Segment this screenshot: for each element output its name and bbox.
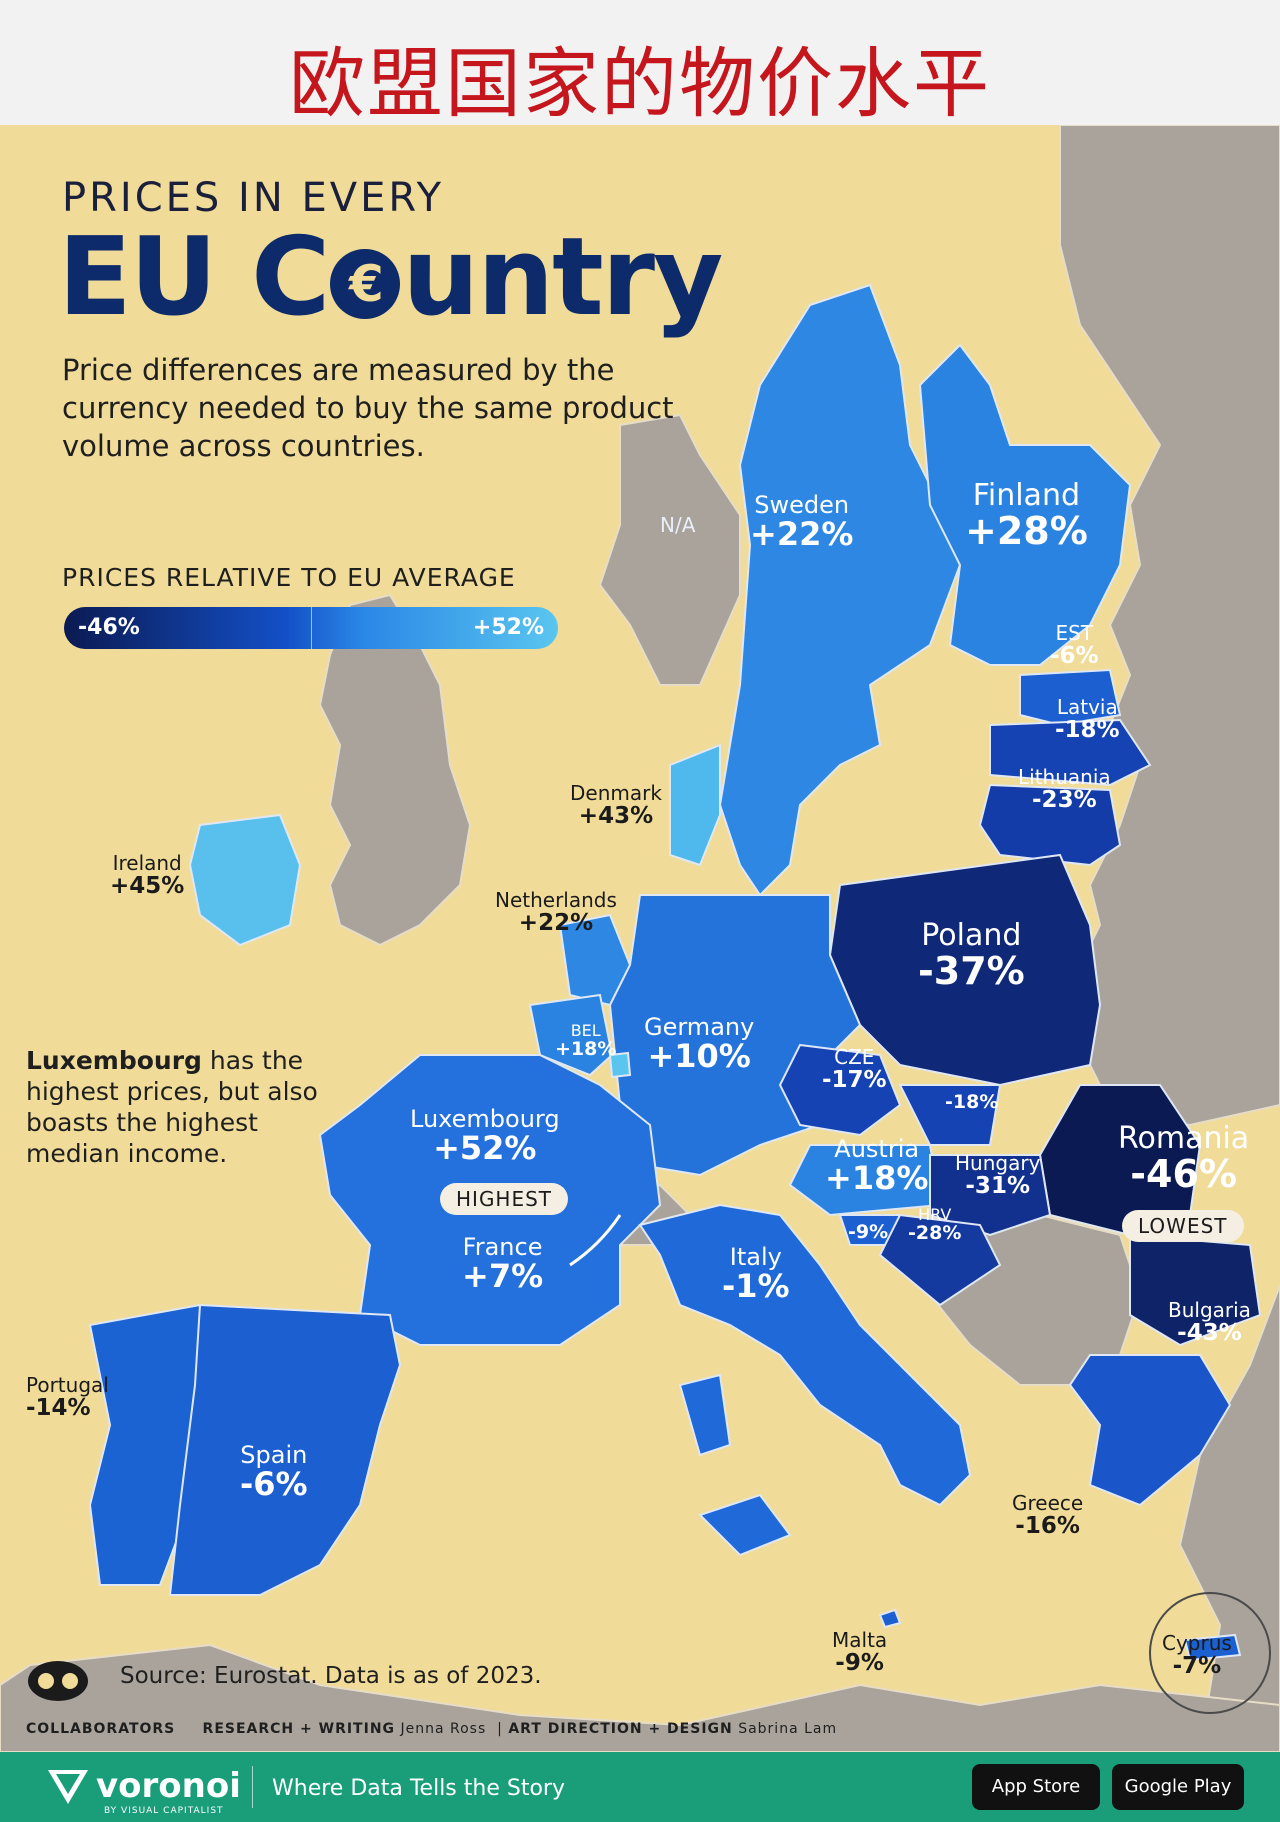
eu-countries <box>88 283 1262 1662</box>
label-slovakia: -18% <box>945 1091 999 1113</box>
banner: 欧盟国家的物价水平 <box>0 0 1280 128</box>
label-croatia: HRV -28% <box>908 1205 962 1244</box>
label-latvia: Latvia -18% <box>1055 695 1120 743</box>
map-czechia <box>778 1043 902 1137</box>
map-panel: PRICES IN EVERY EU C € untry Price differe… <box>0 125 1280 1752</box>
label-denmark: Denmark +43% <box>570 781 662 829</box>
label-belgium: BEL +18% <box>555 1021 617 1060</box>
label-france: France +7% <box>462 1233 544 1296</box>
label-hungary: Hungary -31% <box>955 1151 1041 1199</box>
brand-sub: BY VISUAL CAPITALIST <box>104 1806 224 1816</box>
app-store-button[interactable]: App Store <box>972 1764 1100 1810</box>
map-sweden <box>718 283 962 897</box>
google-play-button[interactable]: Google Play <box>1112 1764 1244 1810</box>
map-belgium <box>528 993 614 1077</box>
tagline: Where Data Tells the Story <box>272 1776 565 1801</box>
uk <box>318 593 472 947</box>
map-latvia <box>989 718 1152 787</box>
map-bulgaria <box>1129 1233 1262 1347</box>
map-greece <box>1068 1354 1232 1507</box>
source-note: Source: Eurostat. Data is as of 2023. <box>120 1663 542 1689</box>
legend-title: PRICES RELATIVE TO EU AVERAGE <box>62 563 516 592</box>
label-sweden: Sweden +22% <box>750 491 854 554</box>
label-slovenia: -9% <box>848 1221 889 1243</box>
legend-min: -46% <box>78 615 140 640</box>
label-bulgaria: Bulgaria -43% <box>1168 1298 1251 1346</box>
map-denmark <box>669 743 721 867</box>
label-germany: Germany +10% <box>644 1013 755 1076</box>
kicker: PRICES IN EVERY <box>62 175 445 221</box>
north-africa <box>0 1643 1280 1752</box>
legend-divider <box>311 607 312 649</box>
europe-map <box>0 125 1280 1752</box>
map-austria <box>788 1144 942 1217</box>
label-lithuania: Lithuania -23% <box>1018 765 1111 813</box>
label-portugal: Portugal -14% <box>26 1373 109 1421</box>
label-spain: Spain -6% <box>240 1441 308 1504</box>
label-cyprus: Cyprus -7% <box>1162 1631 1232 1679</box>
cyprus-inset-circle <box>1149 1592 1271 1714</box>
collaborators-icon <box>28 1661 88 1701</box>
map-luxembourg <box>608 1051 632 1079</box>
label-estonia: EST -6% <box>1050 621 1099 669</box>
luxembourg-callout: Luxembourg has the highest prices, but a… <box>26 1046 318 1168</box>
map-estonia <box>1019 668 1122 727</box>
footer-divider <box>252 1766 253 1808</box>
turkey <box>1178 1284 1280 1752</box>
euro-icon: € <box>330 249 401 320</box>
label-ireland: Ireland +45% <box>110 851 185 899</box>
label-italy: Italy -1% <box>722 1243 790 1306</box>
legend-bar: -46% +52% <box>64 607 558 649</box>
brand-name: voronoi <box>96 1766 241 1806</box>
label-austria: Austria +18% <box>825 1135 929 1198</box>
voronoi-logo-icon <box>48 1770 88 1804</box>
label-romania: Romania -46% <box>1118 1121 1250 1196</box>
label-poland: Poland -37% <box>918 918 1025 993</box>
map-cyprus <box>1183 1633 1242 1662</box>
map-finland <box>918 343 1132 666</box>
banner-title: 欧盟国家的物价水平 <box>289 39 991 128</box>
map-sicily <box>698 1493 792 1557</box>
label-luxembourg: Luxembourg +52% <box>410 1105 560 1168</box>
footer: voronoi BY VISUAL CAPITALIST Where Data … <box>0 1752 1280 1822</box>
map-malta <box>878 1608 902 1629</box>
map-croatia <box>878 1213 1002 1307</box>
map-lithuania <box>978 783 1122 867</box>
label-greece: Greece -16% <box>1012 1491 1084 1539</box>
badge-highest: HIGHEST <box>440 1183 569 1215</box>
label-czechia: CZE -17% <box>822 1045 887 1093</box>
map-sardinia <box>678 1373 732 1457</box>
map-italy <box>638 1203 972 1507</box>
label-netherlands: Netherlands +22% <box>495 888 617 936</box>
credits: COLLABORATORS RESEARCH + WRITING Jenna R… <box>26 1721 838 1737</box>
luxembourg-arrow <box>569 1214 622 1267</box>
map-slovakia <box>898 1084 1002 1146</box>
na-label: N/A <box>660 513 696 537</box>
headline: EU C € untry <box>58 215 723 340</box>
description: Price differences are measured by the cu… <box>62 353 674 463</box>
map-spain <box>168 1303 402 1596</box>
map-ireland <box>188 813 302 947</box>
badge-lowest: LOWEST <box>1122 1210 1244 1242</box>
label-malta: Malta -9% <box>832 1628 888 1676</box>
map-hungary <box>929 1154 1052 1237</box>
norway <box>598 413 741 686</box>
legend-max: +52% <box>472 615 544 640</box>
label-finland: Finland +28% <box>965 478 1088 553</box>
